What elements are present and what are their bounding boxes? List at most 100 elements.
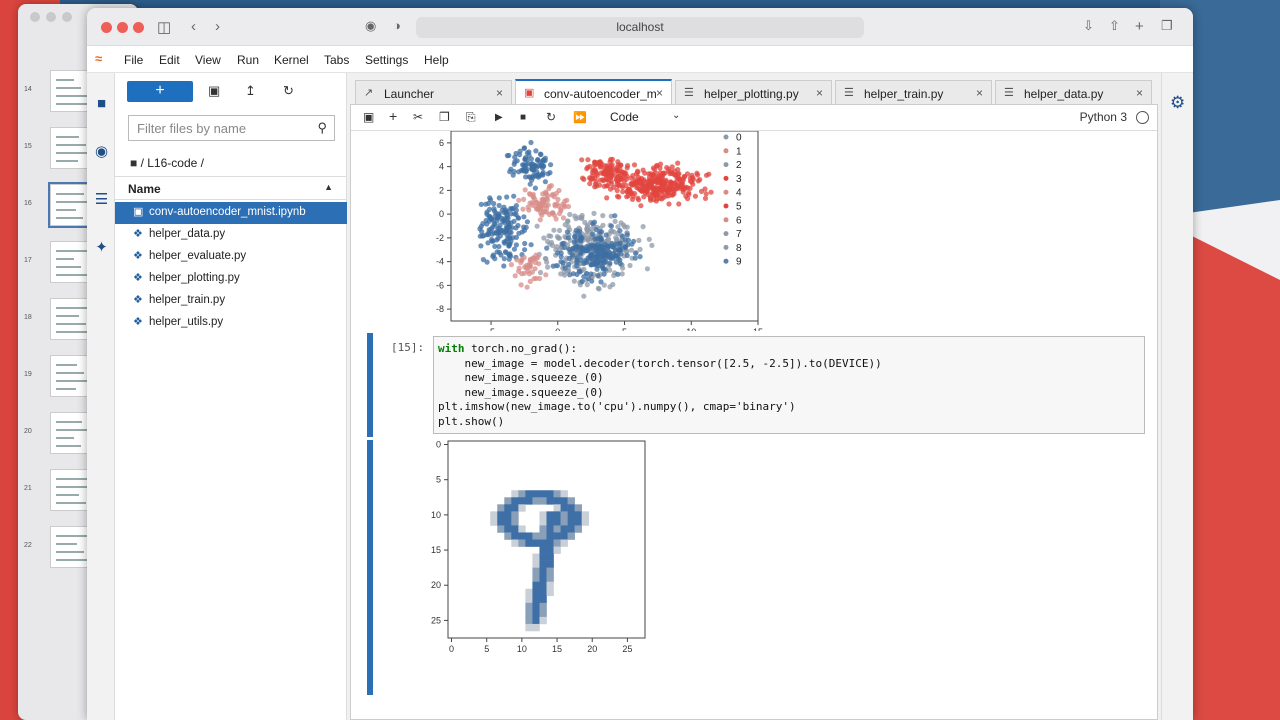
bg-close-button[interactable] (30, 12, 40, 22)
menu-settings[interactable]: Settings (365, 53, 409, 67)
slide-number: 17 (24, 257, 32, 264)
kernel-name[interactable]: Python 3 (1079, 110, 1127, 124)
menu-view[interactable]: View (195, 53, 221, 67)
privacy-report-icon[interactable]: ◉ (365, 18, 377, 33)
stop-icon[interactable]: ■ (520, 112, 527, 123)
new-folder-icon[interactable]: ▣ (208, 83, 221, 98)
share-icon[interactable]: ⇧ (1109, 18, 1120, 33)
menu-tabs[interactable]: Tabs (324, 53, 350, 67)
scatter-point (581, 293, 587, 299)
new-tab-icon[interactable]: + (1135, 18, 1144, 35)
image-pixel (539, 602, 547, 611)
filter-input[interactable]: Filter files by name ⚲ (128, 115, 335, 141)
back-icon[interactable]: ‹ (191, 18, 196, 35)
scatter-point (703, 191, 709, 197)
scatter-point (521, 214, 527, 220)
menu-edit[interactable]: Edit (159, 53, 180, 67)
forward-icon[interactable]: › (215, 18, 220, 35)
image-pixel (539, 588, 547, 597)
breadcrumb[interactable]: ■ / L16-code / (130, 156, 204, 170)
file-item[interactable]: ❖ helper_evaluate.py (115, 246, 347, 268)
bg-minimize-button[interactable] (46, 12, 56, 22)
image-pixel (546, 525, 554, 533)
active-cell-bar[interactable] (367, 333, 373, 437)
upload-icon[interactable]: ↥ (245, 83, 256, 98)
tab-3[interactable]: ☰ helper_train.py × (835, 80, 992, 105)
zoom-button[interactable] (133, 22, 144, 33)
running-icon[interactable]: ◉ (94, 143, 109, 160)
file-item[interactable]: ▣ conv-autoencoder_mnist.ipynb (115, 202, 347, 224)
folder-icon[interactable]: ■ (96, 95, 107, 112)
thumb-line (56, 535, 92, 537)
image-pixel (504, 518, 512, 526)
image-pixel (525, 588, 533, 597)
thumb-line (56, 437, 74, 439)
image-pixel (525, 539, 533, 547)
menu-run[interactable]: Run (237, 53, 260, 67)
scatter-point (680, 186, 686, 192)
tab-overview-icon[interactable]: ❐ (1161, 18, 1173, 33)
image-pixel (539, 581, 547, 590)
paste-icon[interactable]: ⎘ (466, 110, 476, 124)
close-button[interactable] (101, 22, 112, 33)
copy-icon[interactable]: ❐ (439, 110, 450, 124)
image-pixel (546, 588, 554, 597)
tab-0[interactable]: ↗ Launcher × (355, 80, 512, 105)
scatter-point (550, 191, 556, 197)
insert-cell-icon[interactable]: + (389, 108, 398, 124)
menu-file[interactable]: File (124, 53, 144, 67)
scatter-point (516, 230, 522, 236)
close-tab-icon[interactable]: × (1135, 86, 1143, 100)
cut-icon[interactable]: ✂ (413, 110, 424, 124)
file-item[interactable]: ❖ helper_plotting.py (115, 268, 347, 290)
new-launcher-button[interactable]: + (127, 81, 193, 102)
scatter-point (490, 253, 496, 259)
scatter-point (620, 189, 626, 195)
close-tab-icon[interactable]: × (495, 86, 503, 100)
file-item[interactable]: ❖ helper_train.py (115, 290, 347, 312)
restart-icon[interactable]: ↻ (546, 110, 557, 124)
python-file-icon: ❖ (133, 250, 143, 262)
run-all-icon[interactable]: ⏩ (573, 112, 587, 124)
close-tab-icon[interactable]: × (975, 86, 983, 100)
run-icon[interactable]: ▶ (495, 112, 503, 123)
scatter-point (562, 265, 568, 271)
gear-icon[interactable]: ⚙ (1170, 93, 1186, 112)
tab-4[interactable]: ☰ helper_data.py × (995, 80, 1152, 105)
minimize-button[interactable] (117, 22, 128, 33)
shield-icon[interactable]: ◑ (393, 18, 401, 33)
y-tick-label: 10 (431, 510, 441, 520)
menu-kernel[interactable]: Kernel (274, 53, 309, 67)
scatter-point (665, 188, 672, 194)
file-item[interactable]: ❖ helper_utils.py (115, 312, 347, 334)
file-item[interactable]: ❖ helper_data.py (115, 224, 347, 246)
scatter-point (657, 161, 664, 167)
scatter-point (597, 161, 603, 167)
name-column-header[interactable]: Name ▲ (115, 176, 347, 200)
code-editor[interactable]: with torch.no_grad(): new_image = model.… (433, 336, 1145, 434)
toc-icon[interactable]: ☰ (94, 191, 109, 208)
scatter-point (582, 219, 588, 225)
output-cell-bar[interactable] (367, 440, 373, 695)
scatter-point (695, 172, 701, 178)
tab-2[interactable]: ☰ helper_plotting.py × (675, 80, 832, 105)
download-icon[interactable]: ⇩ (1083, 18, 1094, 33)
extension-icon[interactable]: ✦ (95, 239, 108, 256)
bg-zoom-button[interactable] (62, 12, 72, 22)
close-tab-icon[interactable]: × (815, 86, 823, 100)
scatter-point (703, 172, 710, 178)
slide-number: 19 (24, 371, 32, 378)
refresh-icon[interactable]: ↻ (283, 83, 294, 98)
menu-help[interactable]: Help (424, 53, 449, 67)
scatter-point (606, 254, 612, 260)
image-pixel (574, 518, 582, 526)
tab-1[interactable]: ▣ conv-autoencoder_m × (515, 79, 672, 106)
cell-type-select[interactable]: Code ⌄ (610, 110, 680, 124)
scatter-point (521, 227, 528, 233)
save-icon[interactable]: ▣ (363, 110, 375, 124)
sidebar-toggle-icon[interactable]: ◫ (157, 19, 172, 36)
close-tab-icon[interactable]: × (655, 86, 663, 100)
scatter-point (492, 243, 498, 249)
slide-number: 18 (24, 314, 32, 321)
url-bar[interactable]: localhost (416, 17, 864, 38)
